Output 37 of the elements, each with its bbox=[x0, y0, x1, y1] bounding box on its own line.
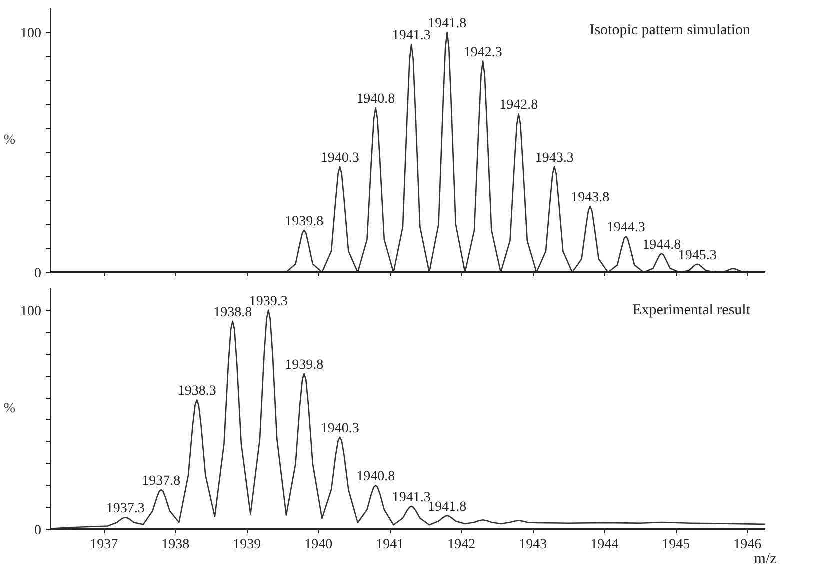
y-axis-title: % bbox=[4, 402, 16, 416]
annotation: 1937.8 bbox=[142, 474, 181, 490]
y-axis-title: % bbox=[4, 133, 16, 148]
annotation: 1941.8 bbox=[428, 16, 467, 32]
annotation: 1943.3 bbox=[535, 150, 574, 166]
x-tick-label: 1944 bbox=[590, 538, 619, 552]
annotation: 1938.8 bbox=[214, 305, 252, 320]
annotation: 1940.3 bbox=[320, 421, 360, 436]
annotation: 1944.3 bbox=[606, 220, 646, 236]
x-tick-label: 1939 bbox=[233, 538, 262, 552]
annotation: 1939.8 bbox=[285, 214, 324, 230]
annotation: 1939.8 bbox=[285, 358, 324, 373]
x-tick-label: 1942 bbox=[448, 538, 476, 552]
x-tick-label: 1946 bbox=[734, 538, 762, 552]
text: Isotopic pattern simulation bbox=[590, 22, 751, 38]
x-tick-label: 1937 bbox=[90, 538, 118, 552]
x-tick-label: 1941 bbox=[376, 538, 404, 552]
annotation: 1940.8 bbox=[356, 470, 396, 485]
text: Experimental result bbox=[632, 302, 752, 318]
annotation: 1940.3 bbox=[320, 150, 360, 166]
annotation: 1941.3 bbox=[392, 28, 431, 44]
y-tick-label: 0 bbox=[34, 524, 42, 538]
annotation: 1937.3 bbox=[106, 502, 145, 517]
annotation: 1940.8 bbox=[356, 92, 396, 108]
y-tick-label: 100 bbox=[20, 26, 42, 42]
x-tick-label: 1938 bbox=[162, 538, 190, 552]
annotation: 1943.8 bbox=[571, 190, 610, 206]
annotation: 1942.3 bbox=[464, 45, 502, 60]
x-tick-label: 1943 bbox=[519, 538, 548, 552]
annotation: 1938.3 bbox=[178, 384, 216, 400]
annotation: 1941.3 bbox=[392, 490, 431, 506]
y-tick-label: 0 bbox=[34, 266, 42, 282]
annotation: 1942.8 bbox=[500, 98, 538, 114]
x-tick-label: 1940 bbox=[304, 538, 333, 552]
x-axis-title: m/z bbox=[754, 552, 778, 568]
x-tick-label: 1945 bbox=[662, 538, 690, 552]
y-tick-label: 100 bbox=[20, 304, 42, 320]
